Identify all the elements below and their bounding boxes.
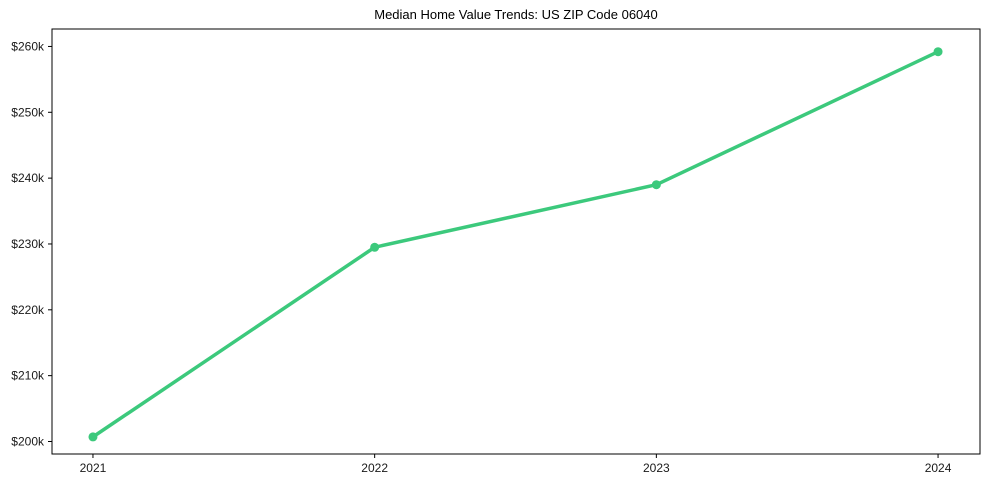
data-point-marker xyxy=(370,242,380,252)
x-tick-label: 2023 xyxy=(643,461,670,475)
plot-border xyxy=(51,28,981,455)
chart-title: Median Home Value Trends: US ZIP Code 06… xyxy=(374,7,658,22)
data-point-marker xyxy=(88,432,98,442)
y-tick-label: $200k xyxy=(11,434,45,448)
y-tick-label: $240k xyxy=(11,171,45,185)
y-tick-label: $250k xyxy=(11,105,45,119)
data-point-marker xyxy=(933,47,943,57)
y-tick-label: $230k xyxy=(11,237,45,251)
y-tick-label: $220k xyxy=(11,303,45,317)
data-point-marker xyxy=(651,180,661,190)
x-tick-label: 2024 xyxy=(925,461,952,475)
y-tick-label: $210k xyxy=(11,369,45,383)
x-tick-label: 2021 xyxy=(80,461,107,475)
x-tick-label: 2022 xyxy=(361,461,388,475)
trend-line xyxy=(91,49,940,439)
y-tick-label: $260k xyxy=(11,39,45,53)
